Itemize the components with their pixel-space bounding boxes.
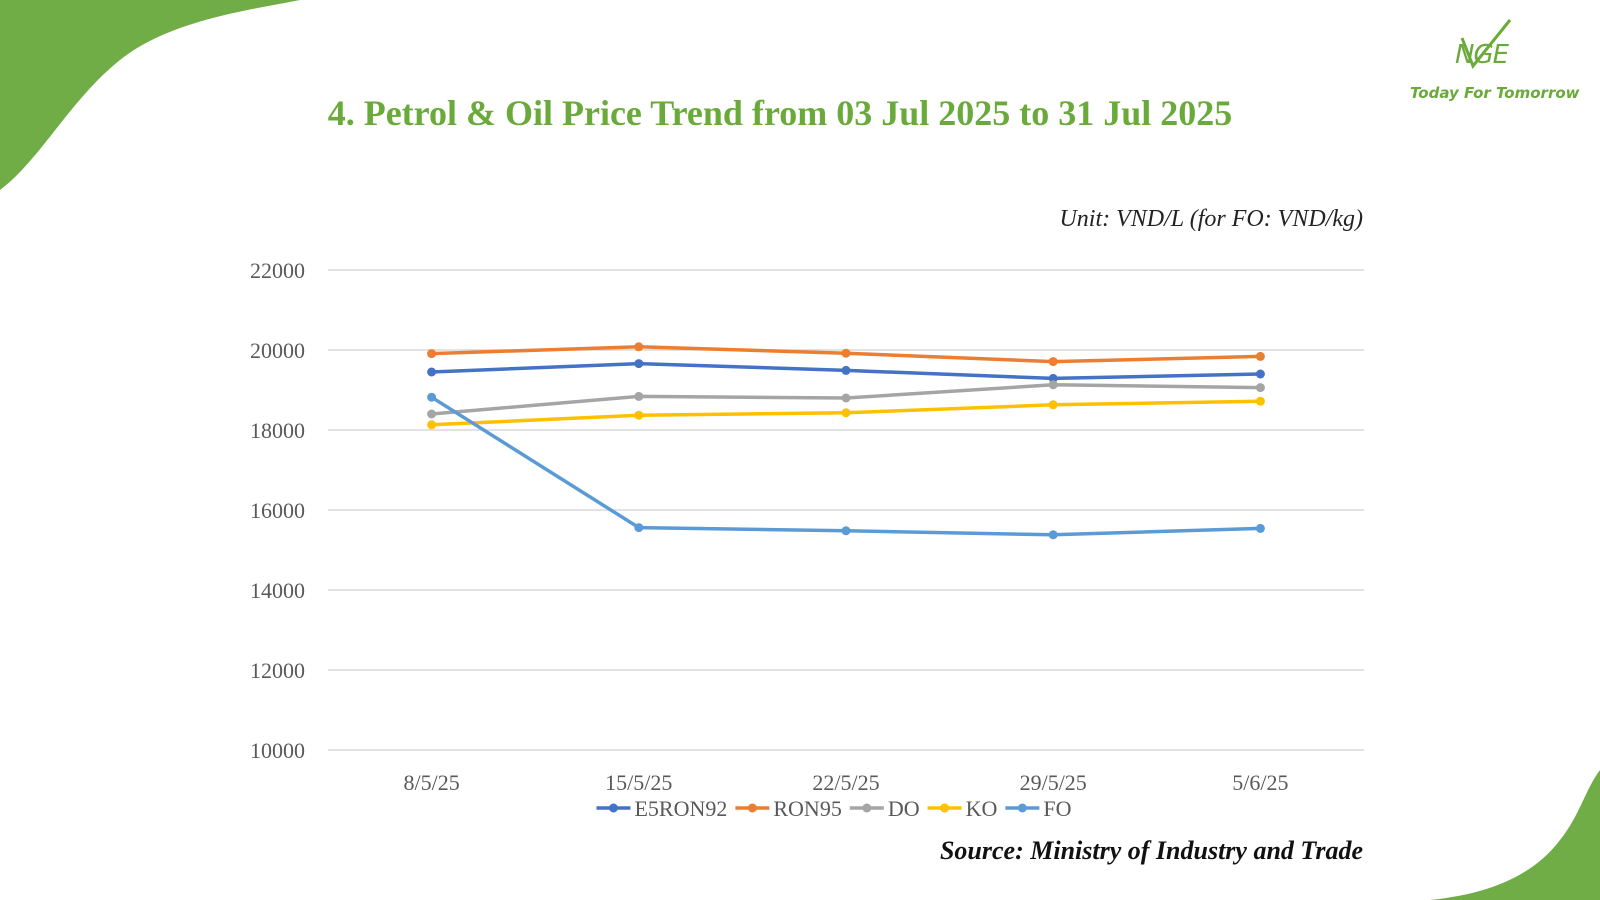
legend-marker-fo [1017, 803, 1027, 813]
data-point-do [841, 393, 851, 403]
y-tick-label: 14000 [250, 578, 305, 603]
data-point-e5ron92 [427, 367, 437, 377]
x-tick-label: 5/6/25 [1232, 770, 1288, 795]
data-point-ko [634, 410, 644, 420]
data-point-fo [634, 523, 644, 533]
x-tick-label: 22/5/25 [812, 770, 879, 795]
data-point-ron95 [1255, 351, 1265, 361]
legend-item-do: DO [849, 796, 920, 821]
series-e5ron92 [427, 359, 1265, 383]
logo-tagline: Today For Tomorrow [1410, 84, 1580, 102]
x-tick-label: 8/5/25 [403, 770, 459, 795]
legend-marker-ko [940, 803, 950, 813]
legend-label-ron95: RON95 [773, 796, 841, 821]
series-ron95 [427, 342, 1265, 367]
data-point-ko [841, 408, 851, 418]
data-point-e5ron92 [634, 359, 644, 369]
logo-check-icon [1460, 19, 1512, 69]
legend-label-e5ron92: E5RON92 [634, 796, 727, 821]
x-axis-ticks: 8/5/25 15/5/25 22/5/25 29/5/25 5/6/25 [403, 770, 1288, 795]
series-fo [427, 392, 1265, 540]
data-point-e5ron92 [841, 365, 851, 375]
data-point-ko [1255, 396, 1265, 406]
legend-item-e5ron92: E5RON92 [596, 796, 727, 821]
decorative-leaf-top-left [0, 0, 300, 190]
data-point-do [1048, 380, 1058, 390]
y-tick-label: 12000 [250, 658, 305, 683]
data-point-ron95 [634, 342, 644, 352]
legend-item-ron95: RON95 [735, 796, 842, 821]
data-point-ron95 [1048, 357, 1058, 367]
x-tick-label: 29/5/25 [1020, 770, 1087, 795]
company-logo: NGE Today For Tomorrow [1395, 18, 1585, 108]
data-point-do [427, 409, 437, 419]
data-point-ron95 [841, 348, 851, 358]
legend-marker-do [862, 803, 872, 813]
legend-label-fo: FO [1043, 796, 1071, 821]
page-title: 4. Petrol & Oil Price Trend from 03 Jul … [327, 93, 1233, 133]
legend-item-fo: FO [1005, 796, 1072, 821]
logo-wordmark: NGE [1455, 40, 1509, 70]
data-point-fo [1255, 523, 1265, 533]
source-note: Source: Ministry of Industry and Trade [939, 836, 1363, 865]
data-point-ron95 [427, 349, 437, 359]
data-point-do [634, 391, 644, 401]
y-tick-label: 16000 [250, 498, 305, 523]
legend-label-do: DO [888, 796, 920, 821]
legend-marker-ron95 [747, 803, 757, 813]
decorative-leaf-bottom-right [1430, 770, 1600, 900]
y-axis-ticks: 10000 12000 14000 16000 18000 20000 22000 [250, 258, 305, 763]
data-point-ko [427, 420, 437, 430]
y-tick-label: 22000 [250, 258, 305, 283]
data-point-e5ron92 [1255, 369, 1265, 379]
legend-item-ko: KO [927, 796, 998, 821]
data-point-fo [1048, 530, 1058, 540]
legend: E5RON92 RON95 DO KO FO [596, 796, 1072, 821]
y-tick-label: 10000 [250, 738, 305, 763]
grid-layer [328, 269, 1364, 751]
data-point-e5ron92 [1048, 373, 1058, 383]
y-tick-label: 18000 [250, 418, 305, 443]
data-point-fo [841, 526, 851, 536]
data-point-fo [427, 392, 437, 402]
y-tick-label: 20000 [250, 338, 305, 363]
series-do [427, 380, 1265, 419]
data-point-do [1255, 383, 1265, 393]
unit-note: Unit: VND/L (for FO: VND/kg) [1059, 206, 1363, 232]
legend-label-ko: KO [966, 796, 998, 821]
data-point-ko [1048, 400, 1058, 410]
series-layer [427, 342, 1265, 540]
legend-marker-e5ron92 [608, 803, 618, 813]
x-tick-label: 15/5/25 [605, 770, 672, 795]
series-ko [427, 396, 1265, 430]
